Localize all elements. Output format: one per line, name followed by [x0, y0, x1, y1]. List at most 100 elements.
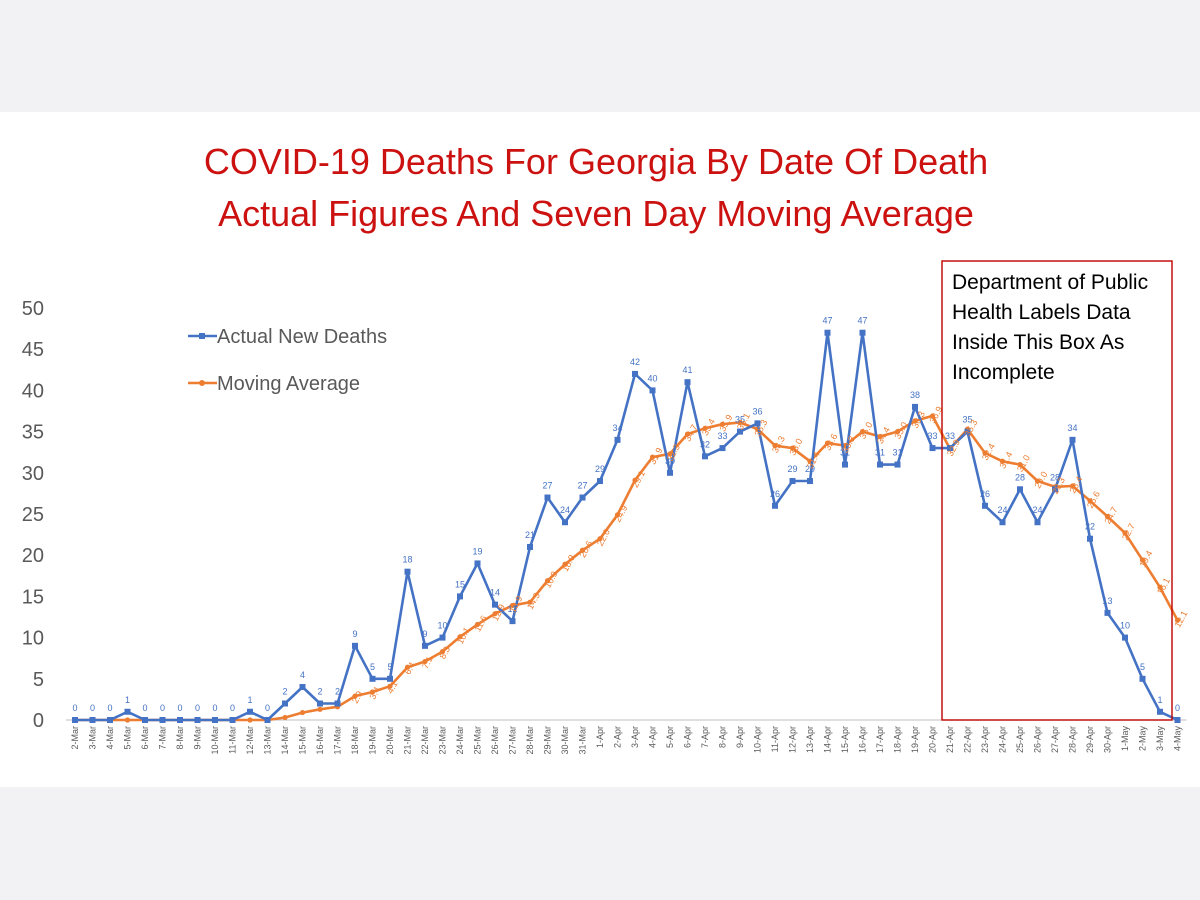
data-point-moving-average [737, 419, 743, 426]
y-tick-label: 5 [33, 669, 44, 691]
legend: Actual New Deaths Moving Average [188, 326, 387, 395]
data-point-moving-average [544, 578, 551, 584]
data-label-actual: 47 [822, 316, 832, 326]
data-point-actual [1139, 675, 1146, 682]
data-point-actual [124, 708, 131, 715]
x-tick-label: 13-Mar [263, 726, 273, 755]
data-label-moving-average: 3.4 [367, 685, 382, 701]
data-label-moving-average: 33.6 [822, 432, 839, 452]
data-point-moving-average [1017, 461, 1023, 468]
data-label-actual: 14 [490, 588, 500, 598]
x-tick-label: 5-Apr [665, 726, 675, 748]
data-point-actual [684, 379, 691, 386]
data-point-moving-average [317, 706, 323, 712]
annotation-text: Incomplete [952, 361, 1055, 384]
data-point-actual [247, 708, 253, 715]
data-point-moving-average [457, 634, 463, 640]
x-tick-label: 5-Mar [123, 726, 133, 750]
data-point-actual [544, 494, 551, 501]
data-label-moving-average: 34.4 [875, 425, 892, 445]
x-tick-label: 28-Mar [525, 726, 535, 755]
x-tick-label: 19-Mar [368, 726, 378, 755]
data-label-moving-average: 35.0 [857, 420, 874, 440]
x-tick-label: 3-Apr [630, 726, 640, 748]
x-tick-label: 22-Mar [420, 726, 430, 755]
data-point-actual [1122, 634, 1128, 641]
annotation-box [941, 260, 1173, 721]
data-point-actual [912, 403, 918, 410]
data-label-actual: 35 [962, 415, 972, 425]
x-tick-label: 29-Mar [543, 726, 553, 755]
data-label-moving-average: 8.3 [437, 645, 452, 661]
data-label-actual: 0 [160, 703, 165, 713]
data-label-actual: 15 [455, 579, 465, 589]
data-point-moving-average [772, 443, 778, 449]
chart-subtitle: Actual Figures And Seven Day Moving Aver… [218, 193, 974, 234]
data-point-moving-average [597, 536, 603, 542]
series-line-moving-average [75, 414, 1179, 722]
x-tick-label: 10-Mar [210, 726, 220, 755]
data-point-actual [282, 700, 288, 707]
x-tick-label: 21-Apr [945, 726, 955, 753]
data-point-moving-average [1122, 530, 1128, 536]
data-point-actual [947, 445, 953, 452]
data-label-moving-average: 11.6 [472, 614, 489, 634]
y-tick-label: 25 [22, 504, 44, 526]
data-label-moving-average: 33.3 [770, 434, 787, 454]
x-tick-label: 25-Mar [473, 726, 483, 755]
data-label-actual: 0 [212, 703, 217, 713]
data-point-moving-average [387, 683, 393, 689]
x-tick-label: 2-Mar [70, 726, 80, 750]
y-tick-label: 20 [22, 545, 44, 567]
data-point-actual [632, 370, 638, 377]
data-label-moving-average: 12.1 [1172, 609, 1189, 629]
data-label-moving-average: 24.7 [1102, 505, 1119, 525]
data-point-actual [1069, 436, 1076, 443]
data-point-moving-average [667, 451, 673, 457]
y-tick-label: 35 [22, 422, 44, 444]
data-point-actual [1104, 609, 1111, 616]
data-point-actual [894, 461, 901, 468]
data-label-actual: 12 [507, 604, 517, 614]
data-point-actual [1157, 708, 1163, 715]
data-label-actual: 33 [945, 431, 955, 441]
chart-card: COVID-19 Deaths For Georgia By Date Of D… [0, 112, 1200, 787]
x-tick-label: 27-Mar [508, 726, 518, 755]
x-tick-label: 4-Mar [105, 726, 115, 750]
chart-title: COVID-19 Deaths For Georgia By Date Of D… [204, 141, 988, 182]
data-point-actual [352, 642, 358, 649]
legend-label: Moving Average [217, 373, 360, 395]
data-label-actual: 31 [892, 448, 902, 458]
x-tick-label: 15-Mar [298, 726, 308, 755]
data-label-actual: 26 [770, 489, 780, 499]
data-point-actual [369, 675, 376, 682]
x-tick-label: 13-Apr [805, 726, 815, 753]
data-point-moving-average [1104, 513, 1111, 520]
x-tick-label: 20-Apr [928, 726, 938, 753]
data-point-actual [754, 420, 761, 427]
x-tick-label: 4-Apr [648, 726, 658, 748]
data-point-actual [562, 519, 568, 526]
data-point-actual [982, 502, 988, 509]
data-point-actual [737, 428, 743, 435]
data-label-moving-average: 22.0 [595, 527, 612, 547]
data-point-moving-average [877, 433, 883, 440]
x-tick-label: 12-Mar [245, 726, 255, 755]
data-label-actual: 18 [402, 555, 412, 565]
data-label-actual: 24 [1032, 505, 1042, 515]
data-label-actual: 0 [265, 703, 270, 713]
x-tick-label: 1-Apr [595, 726, 605, 748]
x-tick-label: 30-Mar [560, 726, 570, 755]
data-point-actual [719, 445, 726, 452]
annotation-text: Inside This Box As [952, 331, 1124, 354]
data-label-actual: 22 [1085, 522, 1095, 532]
data-point-moving-average [684, 431, 691, 437]
data-point-actual [1052, 486, 1058, 493]
incomplete-data-annotation: Department of Public Health Labels Data In… [941, 260, 1173, 721]
x-tick-label: 4-May [1173, 726, 1183, 752]
data-point-moving-average [912, 418, 918, 424]
data-point-moving-average [1174, 617, 1181, 623]
data-point-moving-average [929, 413, 936, 419]
data-point-moving-average [509, 602, 516, 609]
data-point-moving-average [474, 621, 481, 628]
